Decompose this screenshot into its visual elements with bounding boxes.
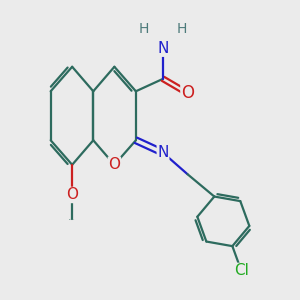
Text: O: O: [66, 188, 78, 202]
Text: H: H: [139, 22, 149, 36]
Text: N: N: [157, 145, 169, 160]
Text: H: H: [177, 22, 187, 36]
Text: N: N: [157, 41, 169, 56]
Text: O: O: [108, 157, 120, 172]
Text: Cl: Cl: [234, 263, 249, 278]
Text: methoxy: methoxy: [69, 219, 75, 220]
Text: O: O: [181, 84, 194, 102]
